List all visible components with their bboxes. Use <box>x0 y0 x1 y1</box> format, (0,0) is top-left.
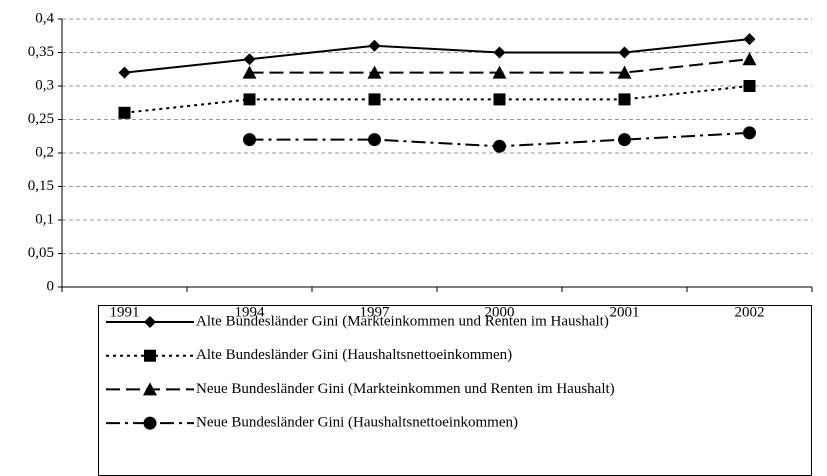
marker <box>493 139 506 153</box>
y-tick-label: 0,25 <box>28 111 54 127</box>
legend-marker <box>143 416 157 430</box>
series-line <box>124 85 750 114</box>
series-line <box>124 38 750 74</box>
x-tick-label: 1994 <box>235 304 266 320</box>
x-tick-label: 1997 <box>360 304 391 320</box>
marker <box>493 93 506 106</box>
marker <box>243 53 256 66</box>
marker <box>118 106 131 119</box>
y-tick-label: 0,15 <box>28 178 54 194</box>
legend-label: Neue Bundesländer Gini (Markteinkommen u… <box>196 381 615 397</box>
y-tick-label: 0,2 <box>35 144 54 160</box>
x-tick-label: 2002 <box>735 304 765 320</box>
x-tick-label: 2000 <box>485 304 515 320</box>
y-tick-label: 0,3 <box>35 77 54 93</box>
marker <box>618 46 631 59</box>
marker <box>743 80 756 92</box>
y-tick-label: 0,35 <box>28 44 54 60</box>
marker <box>743 126 756 140</box>
marker <box>243 133 256 147</box>
marker <box>118 66 131 79</box>
marker <box>368 93 381 106</box>
legend-label: Alte Bundesländer Gini (Markteinkommen u… <box>196 313 609 329</box>
legend-marker <box>144 316 156 328</box>
marker <box>743 33 756 46</box>
marker <box>493 46 506 59</box>
x-tick-label: 1991 <box>110 304 140 320</box>
marker <box>368 133 381 147</box>
marker <box>368 39 381 52</box>
y-tick-label: 0,05 <box>28 245 54 261</box>
y-tick-label: 0,4 <box>35 10 54 26</box>
legend-marker <box>143 382 157 396</box>
marker <box>492 65 507 79</box>
x-tick-label: 2001 <box>610 304 640 320</box>
y-tick-label: 0,1 <box>35 211 54 227</box>
marker <box>243 93 256 106</box>
marker <box>242 65 257 79</box>
marker <box>618 93 631 106</box>
legend-marker <box>144 349 156 362</box>
marker <box>618 133 631 147</box>
marker <box>742 52 757 66</box>
y-tick-label: 0 <box>47 278 55 294</box>
legend-label: Neue Bundesländer Gini (Haushaltsnettoei… <box>196 415 518 431</box>
marker <box>617 65 632 79</box>
marker <box>367 65 382 79</box>
legend-label: Alte Bundesländer Gini (Haushaltsnettoei… <box>196 347 512 363</box>
